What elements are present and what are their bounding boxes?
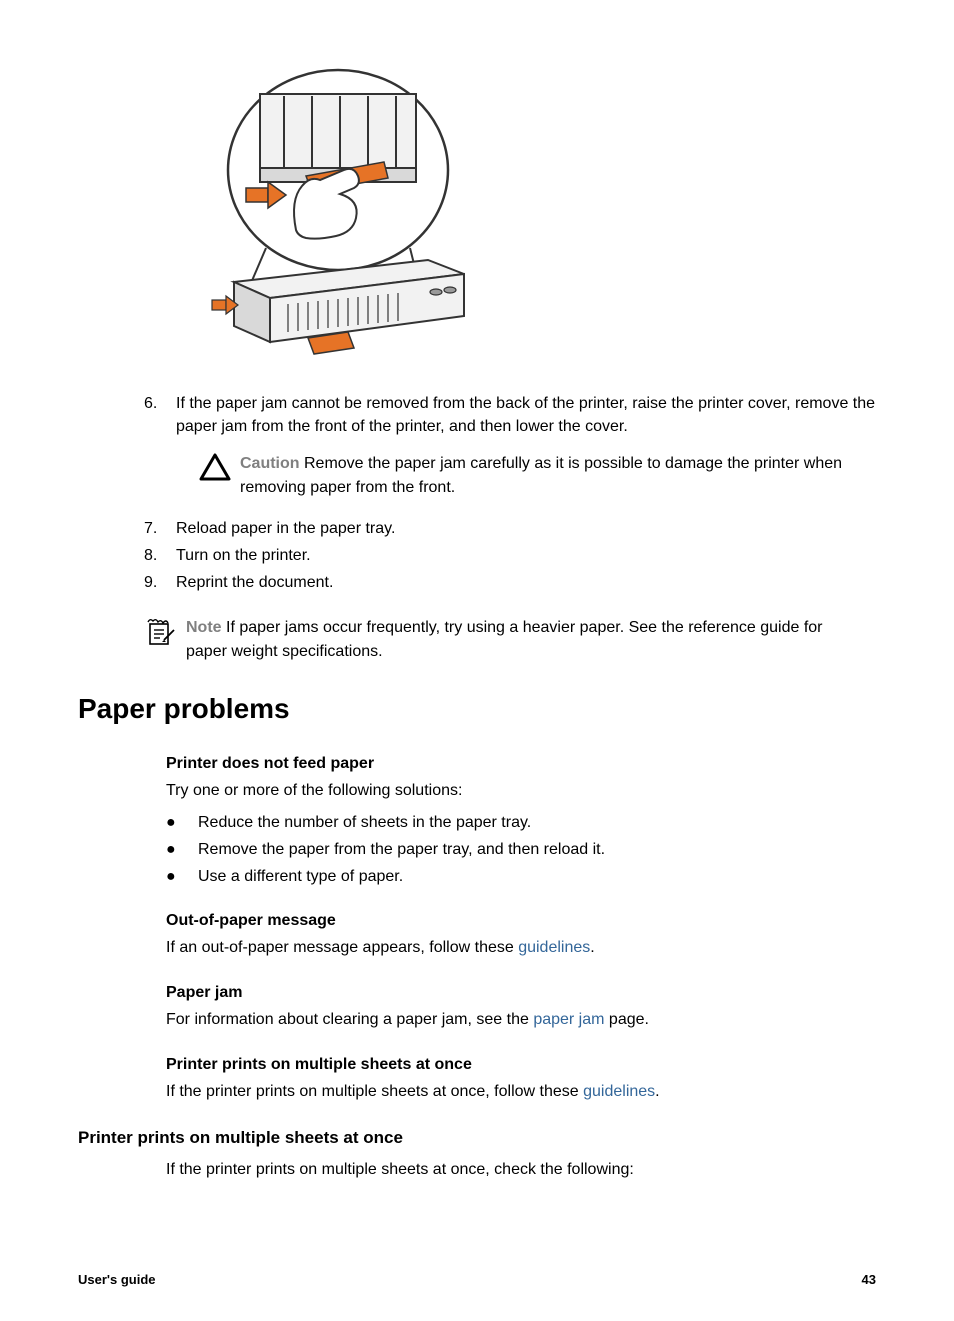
note-lead: Note [186, 619, 222, 636]
step-text: Turn on the printer. [176, 544, 876, 567]
bullet-icon: ● [166, 811, 198, 834]
step-number: 6. [144, 392, 176, 438]
section-heading-paper-problems: Paper problems [78, 693, 876, 725]
subsection-heading-multiple-sheets: Printer prints on multiple sheets at onc… [78, 1128, 876, 1148]
footer-page-number: 43 [862, 1272, 876, 1287]
text-post: page. [604, 1011, 648, 1028]
text-post: . [655, 1083, 659, 1100]
bullet-text: Reduce the number of sheets in the paper… [198, 811, 876, 834]
caution-lead: Caution [240, 455, 300, 472]
text-pre: For information about clearing a paper j… [166, 1011, 533, 1028]
caution-icon [198, 452, 240, 498]
step-number: 7. [144, 517, 176, 540]
bullet-icon: ● [166, 865, 198, 888]
paper-jam-link[interactable]: paper jam [533, 1011, 604, 1028]
bullet-text: Remove the paper from the paper tray, an… [198, 838, 876, 861]
bullet-icon: ● [166, 838, 198, 861]
step-8: 8. Turn on the printer. [144, 544, 876, 567]
note-text: Note If paper jams occur frequently, try… [186, 616, 876, 662]
sub-heading: Out-of-paper message [166, 912, 856, 930]
sub-text: If an out-of-paper message appears, foll… [166, 936, 856, 960]
step-number: 8. [144, 544, 176, 567]
caution-text: Caution Remove the paper jam carefully a… [240, 452, 876, 498]
list-item: ● Remove the paper from the paper tray, … [166, 838, 876, 861]
bullet-text: Use a different type of paper. [198, 865, 876, 888]
step-7: 7. Reload paper in the paper tray. [144, 517, 876, 540]
note-callout: Note If paper jams occur frequently, try… [144, 616, 876, 662]
text-pre: If the printer prints on multiple sheets… [166, 1083, 583, 1100]
sub-heading: Printer prints on multiple sheets at onc… [166, 1056, 856, 1074]
step-text: Reprint the document. [176, 571, 876, 594]
sub-text: For information about clearing a paper j… [166, 1008, 856, 1032]
caution-body-text: Remove the paper jam carefully as it is … [240, 455, 842, 495]
text-post: . [590, 939, 594, 956]
text-pre: If an out-of-paper message appears, foll… [166, 939, 518, 956]
list-item: ● Reduce the number of sheets in the pap… [166, 811, 876, 834]
block-paper-jam: Paper jam For information about clearing… [166, 984, 876, 1032]
sub-text: If the printer prints on multiple sheets… [166, 1080, 856, 1104]
step-text: Reload paper in the paper tray. [176, 517, 876, 540]
subsection-body: If the printer prints on multiple sheets… [166, 1158, 856, 1182]
block-multiple-sheets: Printer prints on multiple sheets at onc… [166, 1056, 876, 1104]
subsection-text: If the printer prints on multiple sheets… [166, 1158, 876, 1182]
note-icon [144, 616, 186, 662]
step-number: 9. [144, 571, 176, 594]
sub-heading: Paper jam [166, 984, 856, 1002]
block-printer-no-feed: Printer does not feed paper Try one or m… [166, 755, 876, 803]
footer-left: User's guide [78, 1272, 156, 1287]
list-item: ● Use a different type of paper. [166, 865, 876, 888]
sub-intro: Try one or more of the following solutio… [166, 779, 856, 803]
step-9: 9. Reprint the document. [144, 571, 876, 594]
step-6: 6. If the paper jam cannot be removed fr… [144, 392, 876, 438]
guidelines-link[interactable]: guidelines [583, 1083, 655, 1100]
sub-heading: Printer does not feed paper [166, 755, 856, 773]
step-text: If the paper jam cannot be removed from … [176, 392, 876, 438]
guidelines-link[interactable]: guidelines [518, 939, 590, 956]
note-body-text: If paper jams occur frequently, try usin… [186, 619, 823, 659]
page-footer: User's guide 43 [78, 1272, 876, 1287]
paper-jam-figure [188, 60, 876, 360]
block-out-of-paper: Out-of-paper message If an out-of-paper … [166, 912, 876, 960]
caution-callout: Caution Remove the paper jam carefully a… [198, 452, 876, 498]
